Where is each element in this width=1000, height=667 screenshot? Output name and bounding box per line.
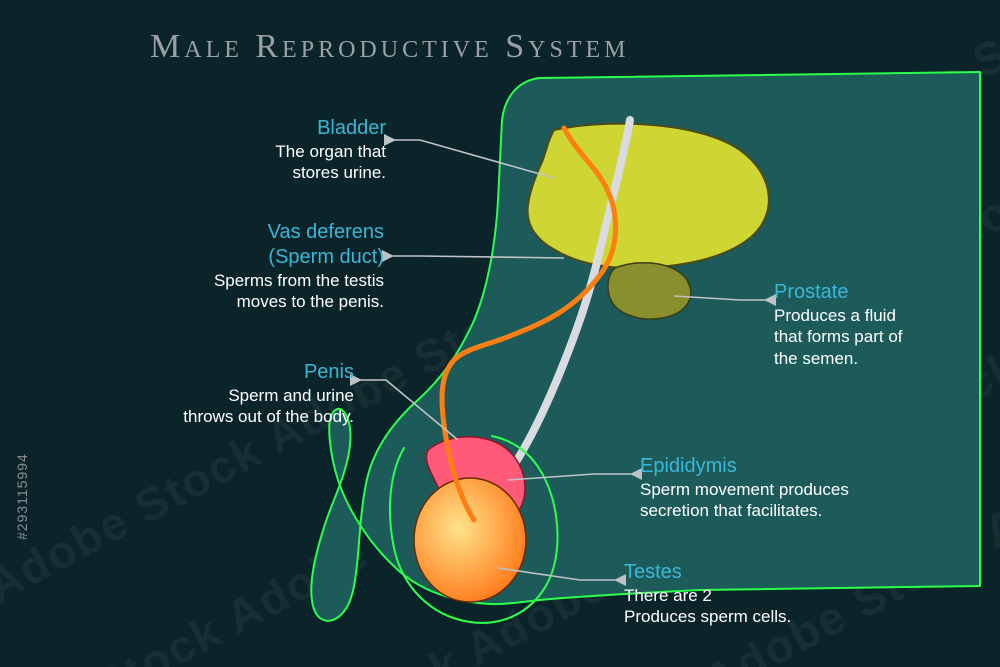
- organ-prostate: [608, 263, 691, 319]
- label-desc-penis: Sperm and urine throws out of the body.: [104, 385, 354, 428]
- label-title-vas-deferens: Vas deferens (Sperm duct): [124, 220, 384, 270]
- label-desc-testes: There are 2 Produces sperm cells.: [624, 585, 884, 628]
- organ-testis: [414, 478, 526, 602]
- label-prostate: ProstateProduces a fluid that forms part…: [774, 280, 994, 369]
- diagram-stage: Adobe Stock Adobe Stock Adobe Stock Adob…: [0, 0, 1000, 667]
- label-penis: PenisSperm and urine throws out of the b…: [104, 360, 354, 428]
- label-title-prostate: Prostate: [774, 280, 994, 305]
- label-title-testes: Testes: [624, 560, 884, 585]
- label-bladder: BladderThe organ that stores urine.: [186, 116, 386, 184]
- label-title-penis: Penis: [104, 360, 354, 385]
- organ-bladder: [528, 124, 769, 268]
- label-title-bladder: Bladder: [186, 116, 386, 141]
- label-desc-prostate: Produces a fluid that forms part of the …: [774, 305, 994, 369]
- page-title: Male Reproductive System: [150, 28, 629, 66]
- label-desc-bladder: The organ that stores urine.: [186, 141, 386, 184]
- label-desc-vas-deferens: Sperms from the testis moves to the peni…: [124, 270, 384, 313]
- label-testes: TestesThere are 2 Produces sperm cells.: [624, 560, 884, 628]
- label-vas-deferens: Vas deferens (Sperm duct)Sperms from the…: [124, 220, 384, 313]
- label-title-epididymis: Epididymis: [640, 454, 940, 479]
- label-desc-epididymis: Sperm movement produces secretion that f…: [640, 479, 940, 522]
- label-epididymis: EpididymisSperm movement produces secret…: [640, 454, 940, 522]
- stock-id: #293115994: [14, 453, 30, 540]
